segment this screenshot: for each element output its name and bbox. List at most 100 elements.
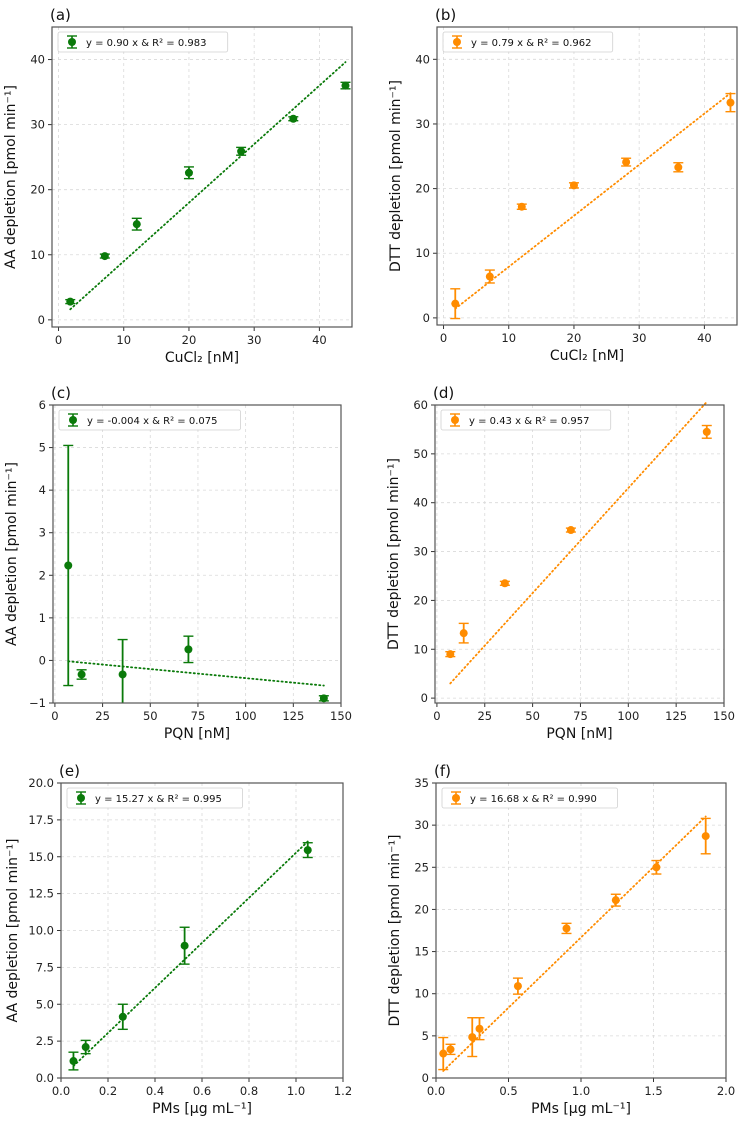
y-tick-label: 0 [422, 1071, 429, 1085]
x-tick-label: 75 [573, 709, 588, 723]
data-points [450, 92, 736, 320]
panel-label: (f) [434, 762, 451, 780]
data-point [66, 297, 75, 306]
data-point [446, 1045, 455, 1054]
y-tick-label: 0.0 [36, 1071, 54, 1085]
panel-label: (b) [435, 6, 456, 24]
data-point [77, 670, 86, 679]
y-tick-label: 15 [414, 945, 429, 959]
x-tick-label: 30 [632, 331, 647, 345]
y-tick-label: 30 [413, 545, 428, 559]
x-axis-label: CuCl₂ [nM] [165, 350, 239, 366]
data-points [65, 81, 351, 306]
y-tick-label: 20 [414, 902, 429, 916]
x-tick-label: 20 [567, 331, 582, 345]
x-tick-label: 0 [433, 709, 440, 723]
panel-a: 0 10 20 30 40 0 10 20 30 40 y = 0.90 x & R² = 0.98… [3, 6, 353, 366]
x-axis-label: PMs [μg mL⁻¹] [152, 1101, 252, 1117]
legend-label: y = 0.43 x & R² = 0.957 [469, 416, 590, 427]
x-tick-label: 25 [95, 709, 110, 723]
data-point [674, 163, 683, 172]
data-point [622, 158, 631, 167]
x-axis-label: CuCl₂ [nM] [550, 348, 624, 364]
legend-marker-point [453, 38, 461, 46]
x-axis-label: PQN [nM] [164, 726, 230, 742]
panel-c: 0 25 50 75 100 125 150 −1 0 1 2 3 4 5 6 y = -0.004 x & … [4, 384, 352, 742]
data-point [118, 1012, 127, 1021]
data-point [702, 427, 711, 436]
fit-line [454, 92, 732, 310]
y-tick-label: 10.0 [28, 924, 54, 938]
x-tick-label: 2.0 [717, 1084, 735, 1098]
x-tick-label: 10 [501, 331, 516, 345]
data-point [446, 650, 455, 659]
y-tick-label: 0 [423, 311, 430, 325]
y-tick-label: 30 [415, 117, 430, 131]
data-point [64, 561, 73, 570]
data-point [485, 272, 494, 281]
axes-frame [434, 404, 725, 704]
x-tick-label: 0.0 [52, 1084, 70, 1098]
y-tick-label: 60 [413, 398, 428, 412]
y-tick-label: 5.0 [36, 997, 54, 1011]
y-tick-label: 20.0 [28, 776, 54, 790]
y-tick-label: 6 [39, 398, 46, 412]
x-tick-label: 0 [440, 331, 447, 345]
grid-lines [437, 27, 737, 325]
y-tick-label: 10 [415, 246, 430, 260]
x-tick-label: 150 [330, 709, 352, 723]
axes-frame [436, 26, 738, 326]
y-axis-label: DTT depletion [pmol min⁻¹] [386, 458, 402, 650]
fit-line [67, 660, 325, 687]
y-tick-label: 0 [39, 653, 46, 667]
data-point [69, 1057, 78, 1066]
legend-box [57, 31, 229, 53]
y-tick-label: 50 [413, 447, 428, 461]
x-tick-label: 125 [665, 709, 687, 723]
panel-d: 0 25 50 75 100 125 150 0 10 20 30 40 50 60 y = 0.43 x … [386, 384, 735, 742]
data-point [611, 896, 620, 905]
y-tick-label: 20 [30, 183, 45, 197]
x-tick-label: 1.0 [572, 1084, 590, 1098]
legend-box [58, 409, 241, 431]
x-tick-label: 0.8 [240, 1084, 258, 1098]
data-point [132, 220, 141, 229]
x-tick-label: 40 [312, 333, 327, 347]
x-tick-label: 125 [282, 709, 304, 723]
data-point [184, 168, 193, 177]
data-point [475, 1024, 484, 1033]
data-point [459, 629, 468, 638]
data-point [439, 1049, 448, 1058]
y-tick-label: 4 [39, 483, 46, 497]
y-tick-label: 40 [415, 52, 430, 66]
data-point [303, 846, 312, 855]
y-tick-label: 40 [30, 53, 45, 67]
data-points [445, 424, 712, 659]
legend-label: y = 0.90 x & R² = 0.983 [86, 38, 207, 49]
grid-lines [60, 782, 344, 1079]
y-tick-label: 10 [30, 248, 45, 262]
data-point [500, 579, 509, 588]
fit-line [69, 61, 347, 311]
panel-label: (d) [433, 384, 454, 402]
legend-box [440, 409, 612, 431]
y-tick-label: 5 [422, 1029, 429, 1043]
y-tick-label: 12.5 [28, 887, 54, 901]
data-point [184, 645, 193, 654]
legend-label: y = 15.27 x & R² = 0.995 [95, 794, 222, 805]
data-point [701, 832, 710, 841]
x-tick-label: 1.5 [644, 1084, 662, 1098]
legend-box [442, 31, 614, 53]
y-tick-label: 7.5 [36, 960, 54, 974]
panel-f: 0.0 0.5 1.0 1.5 2.0 0 5 10 15 20 25 30 35 y = 16.68 x… [387, 762, 735, 1117]
y-axis-label: DTT depletion [pmol min⁻¹] [388, 80, 404, 272]
axes-frame [60, 782, 344, 1079]
fit-line [72, 840, 309, 1067]
axes-frame [52, 404, 342, 704]
x-tick-label: 0.5 [499, 1084, 517, 1098]
grid-lines [435, 404, 725, 703]
data-point [468, 1033, 477, 1042]
y-tick-label: 5 [39, 441, 46, 455]
data-point [652, 863, 661, 872]
x-tick-label: 40 [697, 331, 712, 345]
